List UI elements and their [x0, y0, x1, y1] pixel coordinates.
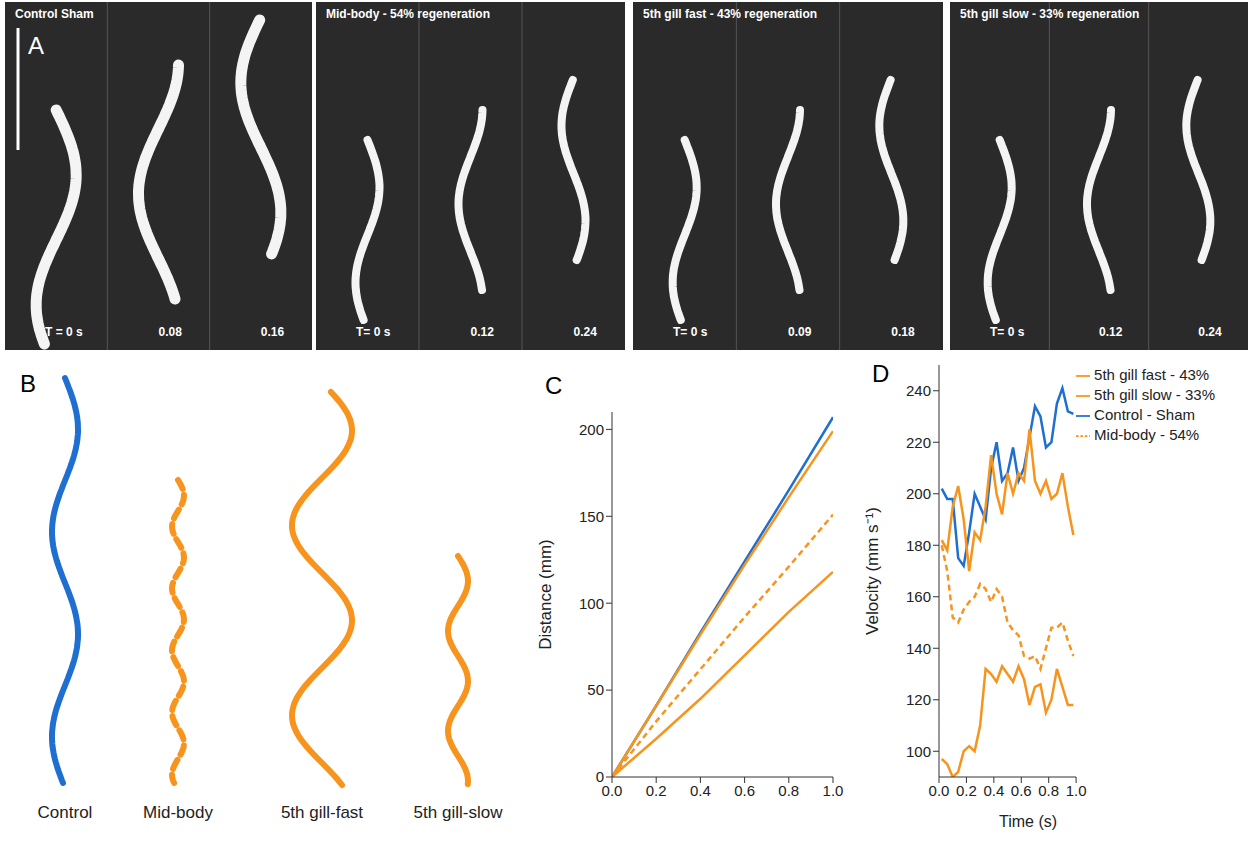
svg-text:Time (s): Time (s) — [999, 813, 1057, 830]
svg-text:5th gill slow - 33% regenerati: 5th gill slow - 33% regeneration — [960, 7, 1139, 21]
svg-text:120: 120 — [906, 691, 931, 708]
svg-text:1.0: 1.0 — [1066, 782, 1087, 799]
svg-text:T= 0 s: T= 0 s — [673, 325, 708, 339]
svg-text:0.0: 0.0 — [929, 782, 950, 799]
svg-text:Mid-body - 54% regeneration: Mid-body - 54% regeneration — [326, 7, 490, 21]
html-text:Mid-body - 54%: Mid-body - 54% — [1094, 426, 1200, 443]
svg-text:0.18: 0.18 — [891, 325, 915, 339]
svg-text:T= 0 s: T= 0 s — [990, 325, 1025, 339]
svg-text:180: 180 — [906, 537, 931, 554]
svg-text:0.24: 0.24 — [574, 325, 598, 339]
svg-text:0.8: 0.8 — [1038, 782, 1059, 799]
html-text:5th gill fast - 43%: 5th gill fast - 43% — [1094, 366, 1210, 383]
svg-text:200: 200 — [579, 421, 604, 438]
svg-text:150: 150 — [579, 508, 604, 525]
svg-text:0.24: 0.24 — [1198, 325, 1222, 339]
svg-text:160: 160 — [906, 588, 931, 605]
svg-text:1.0: 1.0 — [823, 782, 844, 799]
html-text:C: C — [545, 372, 563, 399]
svg-text:240: 240 — [906, 382, 931, 399]
html-text:D: D — [872, 360, 890, 387]
svg-text:Velocity (mm s⁻¹): Velocity (mm s⁻¹) — [863, 507, 882, 635]
svg-text:Control Sham: Control Sham — [15, 7, 94, 21]
svg-text:0.2: 0.2 — [646, 782, 667, 799]
svg-text:0.6: 0.6 — [734, 782, 755, 799]
svg-text:200: 200 — [906, 485, 931, 502]
svg-text:5th gill fast - 43% regenerati: 5th gill fast - 43% regeneration — [643, 7, 817, 21]
svg-text:0.2: 0.2 — [956, 782, 977, 799]
svg-text:Mid-body: Mid-body — [143, 803, 213, 822]
svg-text:220: 220 — [906, 434, 931, 451]
svg-text:Distance (mm): Distance (mm) — [536, 539, 555, 650]
html-text:5th gill slow - 33%: 5th gill slow - 33% — [1094, 386, 1215, 403]
svg-text:T = 0 s: T = 0 s — [45, 325, 83, 339]
svg-text:0.12: 0.12 — [471, 325, 495, 339]
svg-text:0.0: 0.0 — [602, 782, 623, 799]
svg-text:0.16: 0.16 — [261, 325, 285, 339]
svg-text:B: B — [20, 370, 36, 397]
svg-text:0.08: 0.08 — [159, 325, 183, 339]
svg-text:0.8: 0.8 — [778, 782, 799, 799]
svg-text:100: 100 — [906, 743, 931, 760]
svg-text:50: 50 — [587, 681, 604, 698]
svg-text:A: A — [28, 32, 44, 59]
svg-text:0: 0 — [596, 768, 604, 785]
html-text:Control - Sham: Control - Sham — [1094, 406, 1195, 423]
svg-text:5th gill-slow: 5th gill-slow — [414, 803, 504, 822]
svg-text:140: 140 — [906, 640, 931, 657]
svg-text:100: 100 — [579, 595, 604, 612]
svg-text:0.4: 0.4 — [690, 782, 711, 799]
svg-text:0.4: 0.4 — [983, 782, 1004, 799]
svg-text:0.6: 0.6 — [1011, 782, 1032, 799]
svg-text:5th gill-fast: 5th gill-fast — [281, 803, 363, 822]
svg-text:0.09: 0.09 — [788, 325, 812, 339]
svg-text:Control: Control — [38, 803, 93, 822]
svg-text:T= 0 s: T= 0 s — [356, 325, 391, 339]
svg-text:0.12: 0.12 — [1099, 325, 1123, 339]
